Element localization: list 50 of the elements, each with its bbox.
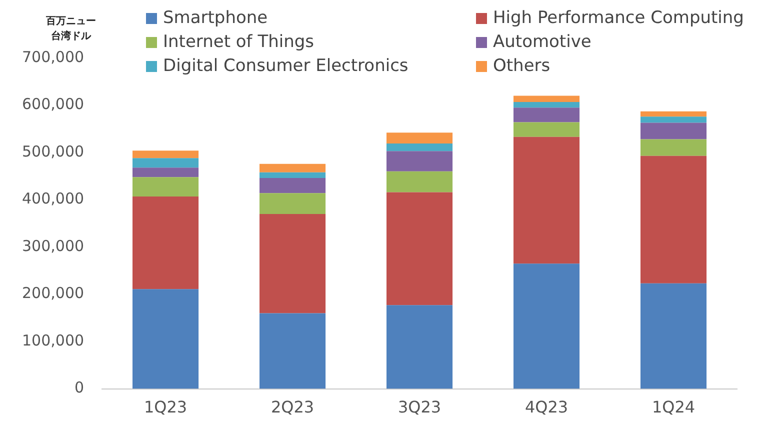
y-tick-label: 300,000 xyxy=(22,236,84,255)
x-tick-label: 2Q23 xyxy=(270,398,314,417)
bar xyxy=(386,305,453,389)
legend-label: Internet of Things xyxy=(163,32,314,52)
x-tick-label: 3Q23 xyxy=(398,398,442,417)
bar xyxy=(386,192,453,306)
bar xyxy=(386,151,453,172)
legend-label: High Performance Computing xyxy=(493,8,744,28)
bar xyxy=(260,313,326,389)
x-tick-label: 1Q24 xyxy=(652,398,696,417)
bar xyxy=(260,214,326,314)
x-tick-label: 1Q23 xyxy=(144,398,188,417)
bar xyxy=(640,156,707,284)
y-tick-label: 100,000 xyxy=(22,331,84,350)
bar xyxy=(640,111,707,117)
legend-label: Automotive xyxy=(493,32,592,52)
bar xyxy=(132,158,199,168)
y-tick-label: 600,000 xyxy=(22,95,84,114)
legend-label: Smartphone xyxy=(163,8,268,28)
bar xyxy=(640,122,707,140)
bar xyxy=(386,171,453,192)
legend-label: Others xyxy=(493,56,550,76)
bar xyxy=(640,116,707,123)
x-tick-label: 4Q23 xyxy=(524,398,568,417)
bar xyxy=(260,172,326,178)
legend-label: Digital Consumer Electronics xyxy=(163,56,408,76)
bar xyxy=(386,132,453,144)
y-axis-title: 百万ニュー台湾ドル xyxy=(45,15,97,44)
bar xyxy=(513,122,580,137)
y-tick-label: 0 xyxy=(74,378,84,397)
y-tick-label: 700,000 xyxy=(22,48,84,66)
bar xyxy=(513,102,580,108)
bar xyxy=(260,193,326,214)
bar xyxy=(260,164,326,172)
bar xyxy=(260,178,326,194)
bar xyxy=(132,168,199,178)
bar xyxy=(640,139,707,156)
bar xyxy=(513,264,580,389)
y-tick-label: 500,000 xyxy=(22,142,84,160)
bar xyxy=(513,96,580,102)
bar xyxy=(386,144,453,152)
bar xyxy=(132,177,199,196)
bar xyxy=(640,283,707,389)
y-tick-label: 200,000 xyxy=(22,284,84,302)
bar xyxy=(513,136,580,264)
bar xyxy=(132,196,199,290)
bar xyxy=(513,108,580,122)
bar xyxy=(132,289,199,389)
bar xyxy=(132,150,199,158)
y-tick-label: 400,000 xyxy=(22,190,84,208)
